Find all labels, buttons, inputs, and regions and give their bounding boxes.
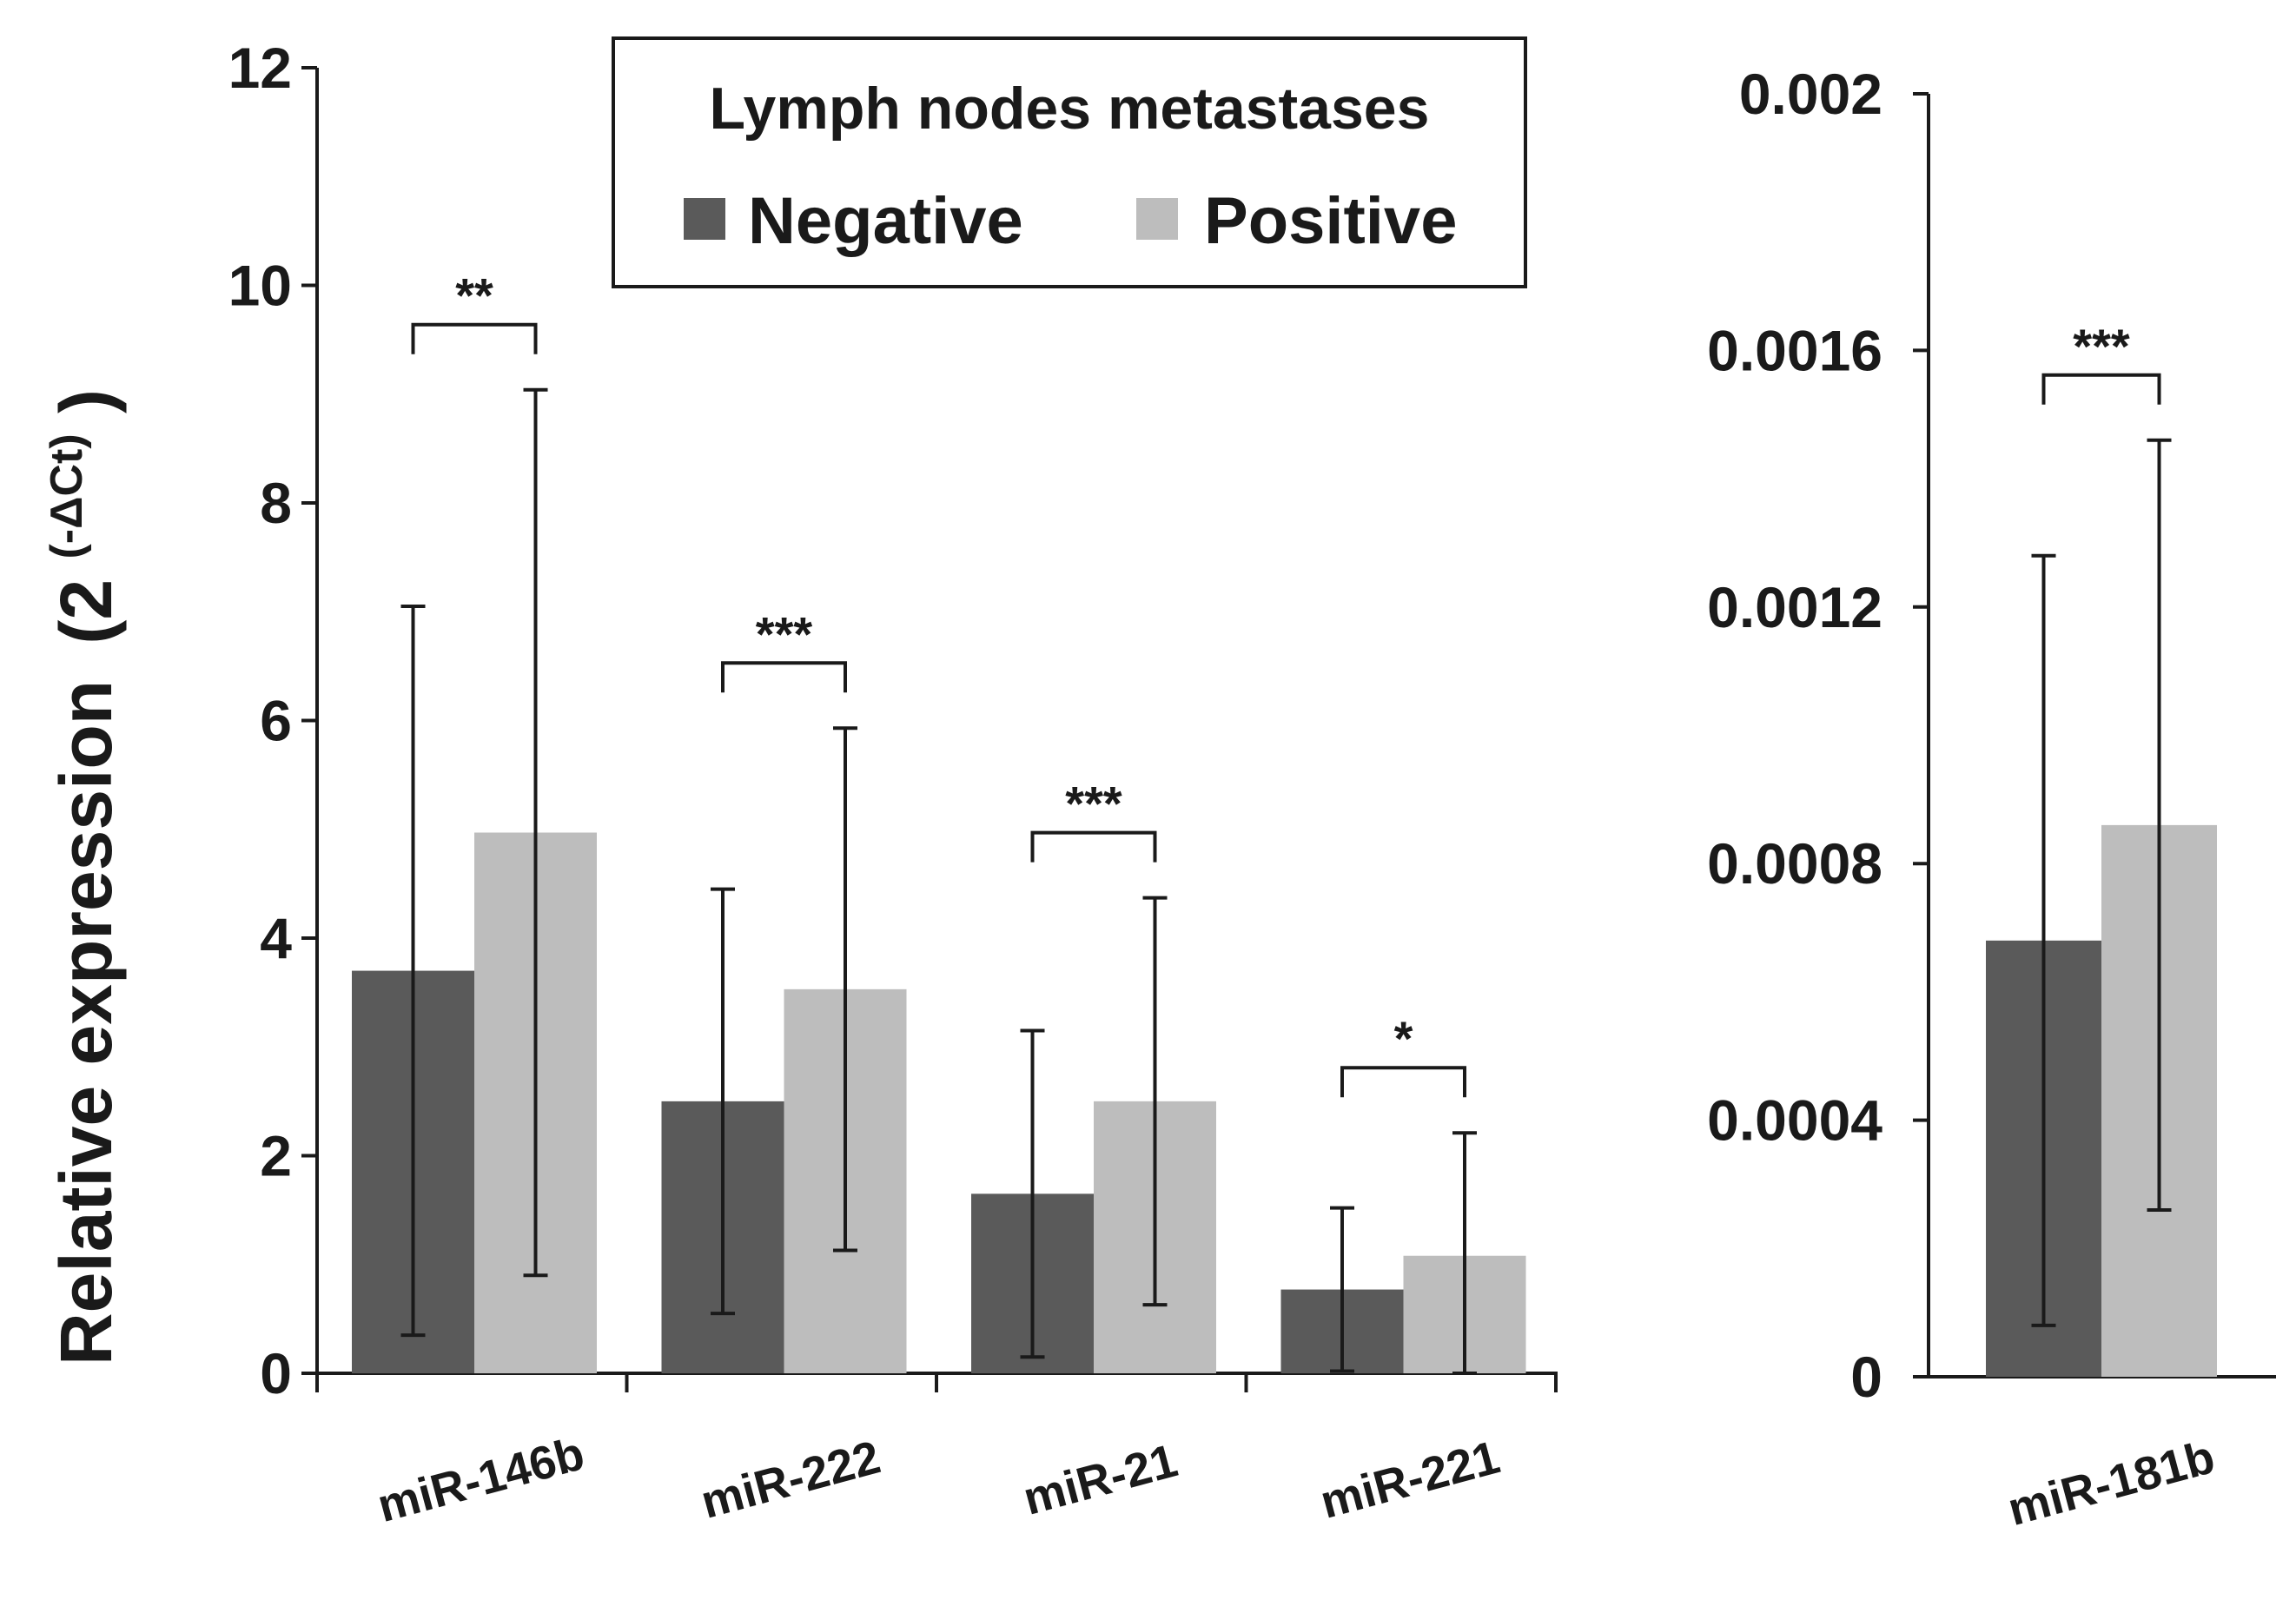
x-category-label: miR-222 (696, 1431, 885, 1528)
legend-box (612, 36, 1527, 288)
x-category-label: miR-221 (1315, 1431, 1505, 1528)
y-axis-label-superscript: (-ΔCt) (42, 433, 92, 559)
y-tick-label: 0 (260, 1341, 292, 1405)
y-axis-label: Relative expression (2 (-ΔCt) ) (16, 389, 127, 1365)
y-tick-label: 8 (260, 471, 292, 535)
significance-bracket (721, 661, 847, 693)
x-category-label: miR-181b (2002, 1431, 2220, 1536)
y-tick-label: 4 (260, 906, 292, 970)
y-tick-label: 12 (228, 36, 292, 100)
y-axis-label-main: Relative expression (45, 680, 127, 1365)
legend-title: Lymph nodes metastases (710, 76, 1430, 142)
significance-label: ** (455, 268, 493, 323)
significance-label: *** (2073, 319, 2130, 374)
significance-label: * (1394, 1011, 1413, 1066)
significance-bracket (2041, 373, 2161, 405)
x-category-label: miR-21 (1018, 1434, 1182, 1525)
legend: Lymph nodes metastases Negative Positive (612, 36, 1527, 288)
legend-swatch-positive (1136, 198, 1178, 240)
y-axis-label-base: (2 (45, 579, 127, 645)
y-tick-label: 6 (260, 689, 292, 753)
legend-entry-negative: Negative (748, 184, 1023, 258)
significance-bracket (1030, 830, 1157, 863)
legend-swatch-negative (684, 198, 725, 240)
right-panel: 0 0.0004 0.0008 0.0012 0.0016 0.002 *** miR-181… (1707, 62, 2276, 1536)
y-tick-label: 2 (260, 1124, 292, 1188)
y-tick-label: 0.0012 (1707, 575, 1882, 639)
significance-bracket (411, 322, 538, 354)
significance-label: *** (1065, 777, 1122, 831)
y-tick-label: 0.0016 (1707, 318, 1882, 382)
legend-entry-positive: Positive (1204, 184, 1457, 258)
y-tick-label: 0.0008 (1707, 831, 1882, 896)
x-category-label: miR-146b (372, 1427, 589, 1532)
significance-bracket (1340, 1066, 1466, 1098)
y-tick-label: 0.002 (1739, 62, 1882, 126)
y-tick-label: 10 (228, 254, 292, 318)
y-axis-label-close: ) (45, 389, 127, 413)
y-tick-label: 0 (1850, 1345, 1882, 1409)
y-tick-label: 0.0004 (1707, 1088, 1882, 1153)
significance-label: *** (756, 606, 813, 661)
